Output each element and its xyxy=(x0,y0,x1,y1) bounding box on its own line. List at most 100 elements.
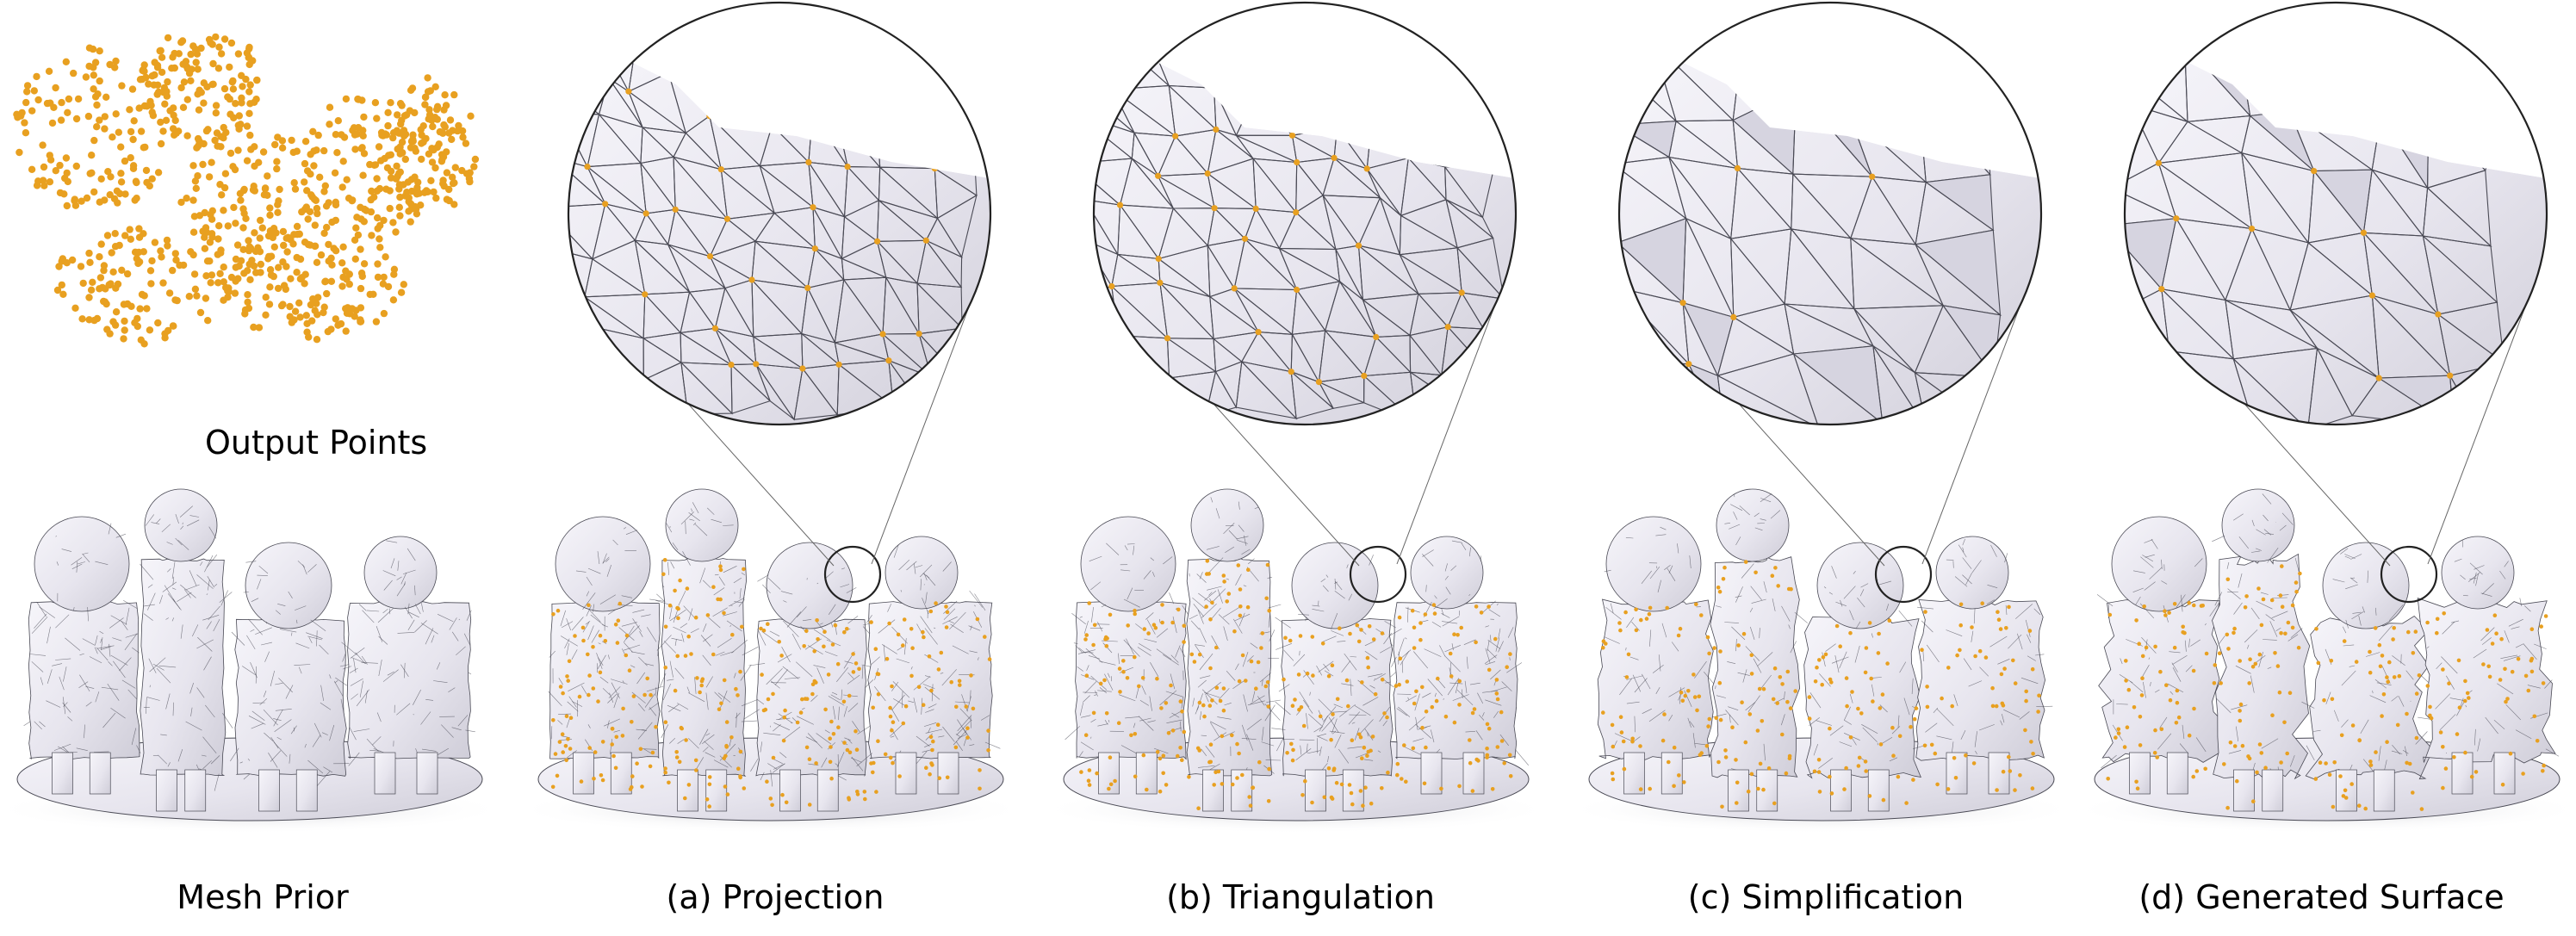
point xyxy=(292,185,299,192)
surface-point xyxy=(1817,658,1822,662)
surface-point xyxy=(2260,751,2264,755)
surface-point xyxy=(2298,572,2302,576)
surface-point xyxy=(1716,760,1721,765)
figure-head xyxy=(1191,489,1263,561)
mesh-vertex-point xyxy=(1869,174,1875,180)
point xyxy=(242,76,249,83)
surface-point xyxy=(2294,590,2299,594)
surface-point xyxy=(2511,670,2515,674)
mesh-vertex-point xyxy=(1212,205,1218,211)
mesh-figure xyxy=(1065,517,1191,794)
point xyxy=(311,243,318,250)
surface-point xyxy=(2332,760,2337,765)
point xyxy=(151,71,158,78)
surface-point xyxy=(1398,616,1402,620)
point xyxy=(305,215,312,222)
mesh-triangle xyxy=(2450,375,2486,438)
point xyxy=(246,132,253,139)
mesh-figure xyxy=(1598,517,1714,794)
surface-point xyxy=(2294,580,2299,585)
surface-point xyxy=(1778,675,1783,679)
surface-point xyxy=(884,753,888,757)
surface-point xyxy=(630,720,634,724)
figure-body xyxy=(1187,559,1272,776)
point xyxy=(140,66,146,73)
point xyxy=(323,202,330,209)
surface-point xyxy=(1182,640,1186,644)
point xyxy=(344,177,351,183)
point xyxy=(251,229,258,236)
surface-point xyxy=(1394,684,1399,688)
point xyxy=(136,104,143,111)
surface-point xyxy=(2385,740,2389,744)
surface-point xyxy=(1099,682,1103,686)
point xyxy=(361,260,368,267)
surface-point xyxy=(1225,599,1229,604)
surface-point xyxy=(1611,745,1616,749)
surface-point xyxy=(1179,699,1183,704)
point xyxy=(382,130,388,137)
point xyxy=(202,294,209,301)
surface-point xyxy=(2283,632,2287,636)
surface-point xyxy=(2279,760,2283,765)
surface-point xyxy=(1691,673,1696,677)
figure-leg xyxy=(296,770,317,811)
point xyxy=(141,144,148,151)
point xyxy=(273,158,280,165)
point xyxy=(117,170,124,177)
point xyxy=(352,256,359,263)
point xyxy=(28,166,35,173)
surface-point xyxy=(2014,681,2018,685)
point xyxy=(78,315,85,322)
surface-point xyxy=(827,673,831,677)
surface-point xyxy=(1648,787,1652,791)
surface-point xyxy=(1327,766,1331,771)
surface-point xyxy=(1087,778,1091,783)
surface-point xyxy=(568,660,572,664)
surface-point xyxy=(2028,629,2033,633)
point xyxy=(406,198,413,205)
point xyxy=(158,253,164,260)
surface-point xyxy=(1178,746,1182,750)
point xyxy=(197,45,204,52)
surface-point xyxy=(2355,660,2359,664)
surface-point xyxy=(2114,735,2118,740)
surface-point xyxy=(1327,674,1331,679)
surface-point xyxy=(764,708,768,712)
point xyxy=(129,85,136,92)
mesh-triangle xyxy=(1069,337,1113,377)
figure-leg xyxy=(417,753,438,794)
figure-head xyxy=(145,489,217,561)
point xyxy=(50,104,57,111)
surface-point xyxy=(1238,614,1243,618)
point xyxy=(373,318,380,325)
point xyxy=(390,271,397,278)
point xyxy=(141,292,148,299)
surface-point xyxy=(1240,773,1245,778)
point xyxy=(444,169,450,176)
figure-leg xyxy=(678,770,698,811)
surface-point xyxy=(1143,627,1147,631)
surface-point xyxy=(686,635,691,639)
point xyxy=(90,46,96,53)
surface-point xyxy=(922,703,926,707)
surface-point xyxy=(1486,722,1490,727)
surface-point xyxy=(2225,806,2230,810)
surface-point xyxy=(1208,760,1213,765)
surface-point xyxy=(1780,682,1785,686)
surface-point xyxy=(686,586,690,591)
point xyxy=(346,281,353,288)
surface-point xyxy=(2530,670,2535,674)
surface-point xyxy=(1630,740,1635,744)
surface-point xyxy=(1088,783,1092,787)
surface-point xyxy=(1164,701,1169,705)
surface-point xyxy=(739,750,743,754)
surface-point xyxy=(2164,683,2169,687)
surface-point xyxy=(1453,721,1457,725)
point xyxy=(187,77,194,84)
point xyxy=(90,64,96,71)
point xyxy=(228,40,235,46)
point xyxy=(161,89,168,96)
panel-generated xyxy=(2069,0,2576,834)
mesh-triangle xyxy=(2117,382,2159,447)
